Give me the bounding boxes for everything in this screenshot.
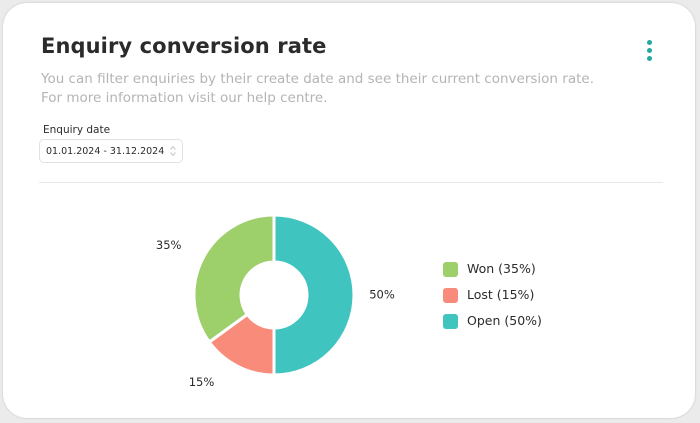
description-line-1: You can filter enquiries by their create… (41, 71, 594, 87)
menu-dot (647, 48, 652, 53)
enquiry-date-value: 01.01.2024 - 31.12.2024 (46, 146, 165, 157)
legend-swatch (443, 314, 458, 329)
conversion-rate-card: Enquiry conversion rate You can filter e… (3, 3, 695, 418)
data-label-open: 50% (369, 288, 395, 302)
data-label-lost: 15% (189, 375, 215, 389)
data-label-won: 35% (156, 238, 182, 252)
legend-label: Lost (15%) (467, 287, 535, 302)
enquiry-date-label: Enquiry date (43, 124, 111, 136)
menu-dot (647, 40, 652, 45)
kebab-menu-icon[interactable] (639, 37, 663, 63)
card-title: Enquiry conversion rate (41, 34, 327, 58)
menu-dot (647, 56, 652, 61)
card-description: You can filter enquiries by their create… (41, 70, 594, 108)
legend-label: Open (50%) (467, 313, 542, 328)
donut-slice-open (272, 213, 356, 377)
sort-arrows-icon (170, 145, 176, 157)
legend-swatch (443, 262, 458, 277)
description-line-2: For more information visit our help cent… (41, 90, 328, 106)
legend-label: Won (35%) (467, 261, 536, 276)
legend-swatch (443, 288, 458, 303)
enquiry-date-select[interactable]: 01.01.2024 - 31.12.2024 (39, 139, 183, 163)
divider (39, 182, 663, 183)
donut-chart: 50% 15% 35% (156, 213, 395, 389)
donut-slice-won (192, 213, 276, 345)
